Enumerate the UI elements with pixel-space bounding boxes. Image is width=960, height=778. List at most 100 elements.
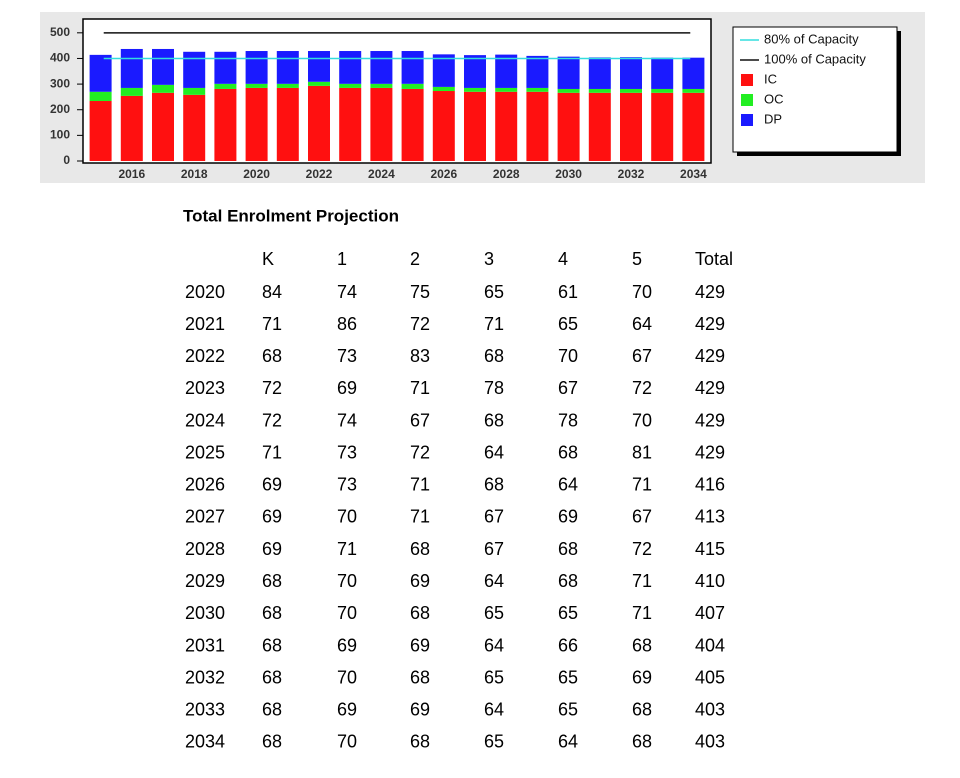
bar-segment [339,83,362,88]
column-header: 2 [410,249,420,269]
table-cell: 405 [695,667,725,687]
bar-segment [401,83,424,89]
table-cell: 68 [410,539,430,559]
column-header: 1 [337,249,347,269]
table-cell: 68 [262,667,282,687]
table-cell: 68 [632,635,652,655]
column-header: Total [695,249,733,269]
table-cell: 403 [695,732,725,752]
legend-swatch [741,74,753,86]
table-cell: 68 [262,635,282,655]
y-tick-label: 300 [50,76,70,90]
table-cell: 73 [337,346,357,366]
y-tick-label: 100 [50,128,70,142]
table-cell: 67 [484,539,504,559]
table-cell: 70 [632,410,652,430]
table-cell: 71 [484,314,504,334]
row-label: 2027 [185,507,225,527]
table-cell: 404 [695,635,725,655]
row-label: 2022 [185,346,225,366]
bar-segment [651,88,674,93]
table-cell: 68 [410,732,430,752]
table-cell: 69 [337,700,357,720]
bar-segment [526,55,549,88]
table-cell: 68 [484,410,504,430]
table-cell: 68 [484,346,504,366]
bar-segment [588,92,611,161]
table-cell: 70 [337,603,357,623]
bar-segment [588,88,611,93]
bar-segment [120,48,143,88]
bar-segment [89,101,112,161]
bar-segment [276,83,299,88]
x-tick-label: 2018 [181,167,208,181]
bar-segment [401,51,424,84]
table-cell: 71 [262,314,282,334]
bar-segment [651,57,674,89]
table-cell: 68 [632,700,652,720]
table-cell: 68 [262,732,282,752]
table-cell: 68 [410,667,430,687]
row-label: 2025 [185,442,225,462]
bar-segment [620,88,642,93]
column-header: K [262,249,274,269]
table-cell: 74 [337,282,357,302]
row-label: 2029 [185,571,225,591]
table-cell: 68 [410,603,430,623]
bar-segment [245,83,268,88]
row-label: 2020 [185,282,225,302]
bar-segment [214,83,237,89]
table-cell: 69 [262,475,282,495]
bar-segment [557,56,580,89]
row-label: 2023 [185,378,225,398]
legend-label: 80% of Capacity [764,31,859,46]
bar-segment [308,81,330,86]
legend-label: OC [764,91,784,106]
table-cell: 67 [632,346,652,366]
table-cell: 69 [558,507,578,527]
table-cell: 65 [558,314,578,334]
table-cell: 429 [695,282,725,302]
legend-box [732,26,898,153]
x-tick-label: 2022 [306,167,333,181]
table-cell: 64 [558,732,578,752]
table-cell: 70 [337,507,357,527]
table-cell: 78 [558,410,578,430]
table-cell: 71 [410,475,430,495]
table-cell: 67 [484,507,504,527]
table-cell: 71 [632,571,652,591]
table-cell: 78 [484,378,504,398]
table-cell: 65 [484,667,504,687]
bar-segment [464,87,486,92]
bar-segment [557,92,580,161]
bar-segment [152,48,174,85]
bar-segment [276,51,299,84]
table-cell: 429 [695,346,725,366]
table-cell: 68 [262,571,282,591]
table-cell: 71 [410,507,430,527]
bar-segment [276,87,299,161]
table-cell: 68 [558,539,578,559]
table-cell: 69 [632,667,652,687]
bar-segment [370,87,393,161]
table-cell: 67 [558,378,578,398]
table-cell: 65 [558,603,578,623]
bar-segment [152,84,174,93]
table-title: Total Enrolment Projection [183,206,399,225]
legend-label: IC [764,71,777,86]
table-cell: 65 [484,732,504,752]
bar-segment [370,51,393,84]
bar-segment [495,87,518,92]
table-cell: 70 [337,571,357,591]
table-cell: 71 [262,442,282,462]
table-cell: 413 [695,507,725,527]
table-cell: 68 [262,346,282,366]
table-cell: 61 [558,282,578,302]
table-cell: 73 [337,442,357,462]
x-tick-label: 2020 [243,167,270,181]
x-tick-label: 2026 [430,167,457,181]
bar-segment [432,54,455,87]
table-cell: 72 [410,314,430,334]
table-cell: 65 [484,603,504,623]
